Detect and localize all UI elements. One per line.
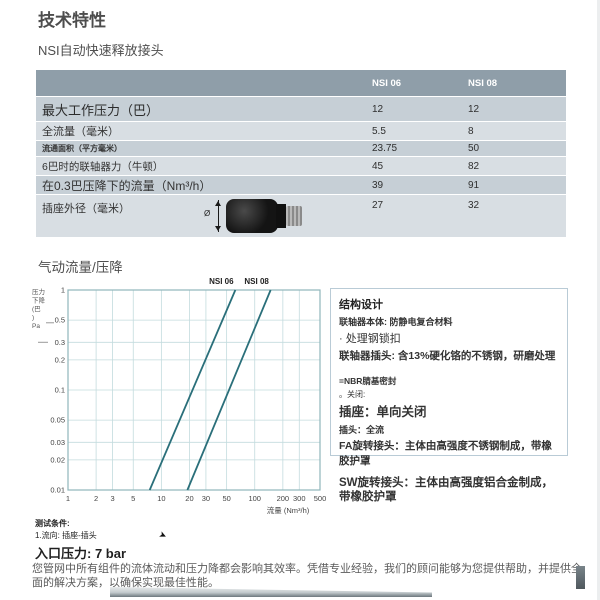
table-row: 6巴时的联轴器力（牛顿） 45 82 (36, 157, 566, 175)
table-row: 流通面积（平方毫米） 23.75 50 (36, 141, 566, 156)
svg-text:1: 1 (61, 286, 65, 295)
row-value-nsi06: 23.75 (372, 143, 398, 154)
svg-text:5: 5 (131, 494, 135, 503)
svg-text:0.5: 0.5 (55, 316, 65, 325)
svg-text:0.1: 0.1 (55, 386, 65, 395)
table-header-nsi06: NSI 06 (364, 70, 458, 96)
info-line-plug: 联轴器插头: 含13%硬化铬的不锈钢，研磨处理 (339, 350, 556, 362)
row-value-nsi06: 45 (372, 160, 384, 172)
svg-text:流量 (Nm³/h): 流量 (Nm³/h) (267, 505, 310, 515)
page-right-edge (597, 0, 600, 600)
svg-text:0.05: 0.05 (50, 416, 65, 425)
row-label: 6巴时的联轴器力（牛顿） (42, 160, 164, 173)
svg-text:Pa: Pa (32, 323, 40, 330)
row-label-text: 插座外径（毫米） (42, 203, 130, 215)
row-value-nsi06: 12 (372, 103, 384, 115)
svg-text:200: 200 (277, 494, 290, 503)
row-value-nsi06: 27 (372, 200, 384, 211)
svg-text:NSI 08: NSI 08 (244, 277, 269, 286)
svg-text:0.03: 0.03 (50, 438, 65, 447)
svg-text:0.01: 0.01 (50, 486, 65, 495)
test-conditions-title: 测试条件: (35, 519, 70, 528)
info-line-socket: 插座：单向关闭 (339, 405, 427, 419)
test-conditions: 测试条件: 1.流向: 插座-插头 ➤ 入口压力: 7 bar (35, 518, 315, 562)
svg-text:300: 300 (293, 494, 306, 503)
svg-text:0.3: 0.3 (55, 338, 65, 347)
pipe-photo-strip (110, 587, 432, 597)
page-edge-tab (576, 566, 585, 589)
svg-text:20: 20 (185, 494, 193, 503)
coupling-product-image: Ø (196, 195, 316, 237)
svg-text:3: 3 (110, 494, 114, 503)
svg-text:100: 100 (248, 494, 261, 503)
info-line-lock: · 处理钢锁扣 (339, 333, 401, 345)
footer-paragraph: 您管网中所有组件的流体流动和压力降都会影响其效率。凭借专业经验，我们的顾问能够为… (32, 563, 582, 589)
table-row: 在0.3巴压降下的流量（Nm³/h） 39 91 (36, 176, 566, 194)
table-row: 全流量（毫米） 5.5 8 (36, 122, 566, 140)
table-header-nsi08: NSI 08 (460, 70, 566, 96)
flow-direction-text: 1.流向: 插座-插头 (35, 531, 97, 540)
row-value-nsi06: 39 (372, 179, 384, 191)
inlet-pressure: 入口压力: 7 bar (35, 546, 127, 561)
info-line-sw: SW旋转接头：主体由高强度铝合金制成，带橡胶护罩 (339, 477, 554, 503)
row-value-nsi08: 32 (468, 200, 480, 211)
row-value-nsi08: 82 (468, 160, 480, 172)
row-value-nsi08: 91 (468, 179, 480, 191)
svg-text:): ) (32, 315, 34, 322)
info-line-body: 联轴器本体: 防静电复合材料 (339, 317, 453, 327)
test-conditions-flow: 1.流向: 插座-插头 ➤ (35, 528, 315, 542)
info-line-fa: FA旋转接头：主体由高强度不锈钢制成，带橡胶护罩 (339, 440, 552, 467)
page-title: 技术特性 (38, 11, 106, 30)
chart-section-title: 气动流量/压降 (38, 260, 123, 275)
row-label: 最大工作压力（巴） (42, 102, 160, 118)
table-row: 最大工作压力（巴） 12 12 (36, 97, 566, 121)
svg-text:2: 2 (94, 494, 98, 503)
svg-text:10: 10 (157, 494, 165, 503)
svg-text:0.02: 0.02 (50, 455, 65, 464)
table-row: 插座外径（毫米） Ø 27 32 (36, 195, 566, 237)
row-value-nsi08: 8 (468, 125, 474, 137)
svg-text:下降: 下降 (32, 296, 46, 305)
info-line-close: 。关闭: (339, 390, 366, 399)
spec-table: NSI 06 NSI 08 最大工作压力（巴） 12 12 全流量（毫米） 5.… (36, 70, 566, 238)
svg-text:(巴: (巴 (32, 305, 41, 313)
diameter-arrow-icon (215, 200, 221, 232)
info-box-title: 结构设计 (339, 299, 383, 311)
coupling-step-shape (276, 204, 286, 228)
row-value-nsi06: 5.5 (372, 125, 386, 137)
svg-text:NSI 06: NSI 06 (209, 277, 234, 286)
coupling-body-shape (226, 199, 278, 233)
coupling-metal-tip-shape (286, 206, 302, 226)
row-label: 全流量（毫米） (42, 126, 119, 138)
row-label: 流通面积（平方毫米） (42, 144, 122, 153)
info-line-plug-flow: 插头：全流 (339, 425, 385, 435)
flow-pressure-chart-svg: 1 2 3 5 10 20 30 50 100 200 300 500 1 0.5 0.3 0.2 0.1 0.0… (32, 277, 327, 515)
svg-text:0.2: 0.2 (55, 355, 65, 364)
svg-text:1: 1 (66, 494, 70, 503)
svg-text:50: 50 (222, 494, 230, 503)
diameter-symbol: Ø (204, 209, 211, 218)
row-value-nsi08: 12 (468, 103, 480, 115)
design-info-box: 结构设计 联轴器本体: 防静电复合材料 · 处理钢锁扣 联轴器插头: 含13%硬… (330, 288, 568, 503)
row-value-nsi08: 50 (468, 143, 480, 154)
info-line-seal: =NBR腈基密封 (339, 376, 397, 386)
row-label: 插座外径（毫米） Ø (36, 195, 362, 237)
flow-pressure-chart: 1 2 3 5 10 20 30 50 100 200 300 500 1 0.5 0.3 0.2 0.1 0.0… (30, 274, 330, 526)
svg-text:30: 30 (202, 494, 210, 503)
page-subtitle: NSI自动快速释放接头 (38, 43, 164, 58)
table-header-row: NSI 06 NSI 08 (36, 70, 566, 96)
svg-text:500: 500 (314, 494, 327, 503)
table-header-empty (36, 70, 362, 96)
svg-text:压力: 压力 (32, 287, 45, 296)
row-label: 在0.3巴压降下的流量（Nm³/h） (42, 178, 212, 193)
flow-arrow-icon: ➤ (157, 528, 169, 542)
